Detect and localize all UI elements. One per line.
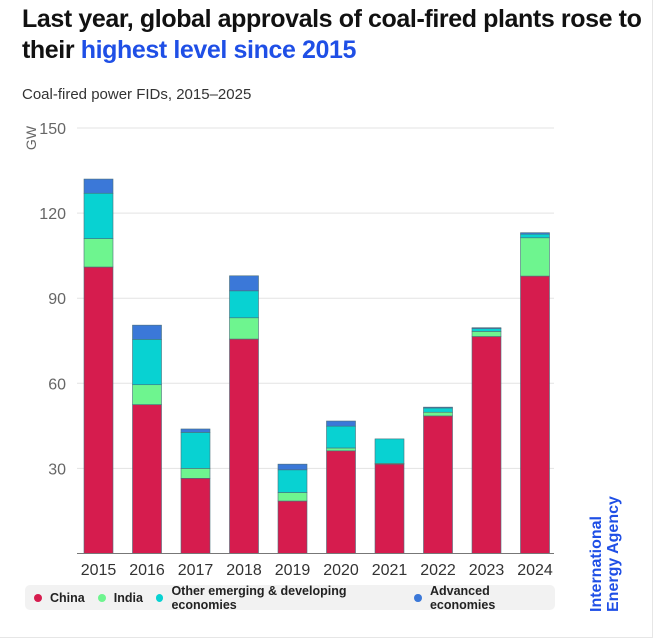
legend-label: Other emerging & developing economies	[171, 583, 347, 612]
x-tick-label: 2022	[420, 562, 456, 579]
bar-segment-other-emerging-developing-economies-2020	[326, 425, 356, 449]
bar-segment-other-emerging-developing-economies-2016	[132, 339, 162, 386]
legend-dot-icon	[97, 593, 106, 602]
bar-segment-other-emerging-developing-economies-2019	[277, 469, 308, 493]
y-tick-label: 150	[39, 121, 66, 138]
x-tick-labels: 2015 2016 2017 2018 2019 2020 2021 2022 2023 2024	[81, 562, 553, 579]
bar-segment-india-2024	[520, 237, 550, 277]
x-tick-label: 2019	[275, 562, 311, 579]
headline-highlight: highest level since 2015	[80, 36, 357, 64]
bar-segment-china-2022	[423, 415, 453, 554]
bar-segment-india-2022	[423, 411, 453, 417]
x-tick-label: 2017	[178, 562, 214, 579]
bar-segment-advanced-economies-2024	[520, 232, 550, 235]
y-tick-labels: 30 60 90 120 150	[39, 121, 66, 478]
bar-segment-india-2019	[277, 492, 308, 502]
bar-segment-advanced-economies-2017	[180, 428, 211, 433]
bar-segment-advanced-economies-2018	[229, 275, 259, 292]
legend-dot-icon	[414, 593, 422, 602]
bars	[83, 178, 550, 554]
y-tick-label: 90	[48, 291, 66, 308]
bar-segment-advanced-economies-2019	[277, 463, 308, 471]
x-tick-label: 2020	[323, 562, 359, 579]
x-tick-label: 2021	[372, 562, 408, 579]
chart-legend: China India Other emerging & developing ec…	[25, 583, 555, 612]
legend-label: India	[113, 590, 143, 605]
bar-segment-other-emerging-developing-economies-2018	[229, 290, 259, 319]
bar-segment-other-emerging-developing-economies-2021	[374, 438, 405, 464]
bar-segment-india-2017	[180, 468, 211, 479]
bar-segment-advanced-economies-2023	[471, 327, 502, 329]
legend-item: China	[34, 591, 85, 605]
bar-segment-india-2018	[229, 317, 259, 340]
bar-segment-advanced-economies-2016	[132, 324, 162, 340]
bar-segment-india-2016	[132, 384, 162, 405]
legend-dot-icon	[34, 593, 42, 602]
bar-segment-china-2021	[374, 463, 405, 554]
y-tick-label: 60	[48, 376, 66, 393]
bar-chart: 30 60 90 120 150 2015 2016 2017 2018 2019 2020 202…	[23, 121, 554, 579]
brand-line-1: International	[588, 515, 605, 612]
y-tick-label: 30	[48, 461, 66, 478]
bar-segment-other-emerging-developing-economies-2015	[83, 192, 114, 239]
x-tick-label: 2018	[226, 562, 262, 579]
bar-segment-advanced-economies-2022	[423, 406, 453, 409]
legend-item: Other emerging & developing economies	[155, 583, 402, 612]
bar-segment-china-2016	[132, 404, 162, 554]
headline-text: Last year, global approvals of coal-fire…	[22, 5, 642, 64]
bar-segment-other-emerging-developing-economies-2022	[423, 407, 453, 413]
x-tick-label: 2015	[81, 562, 117, 579]
bar-segment-china-2024	[520, 275, 550, 554]
iea-logo: International Energy Agency	[588, 496, 622, 612]
chart-subtitle: Coal-fired power FIDs, 2015–2025	[22, 86, 252, 103]
x-tick-label: 2023	[469, 562, 505, 579]
bar-segment-china-2020	[326, 450, 356, 554]
bar-segment-advanced-economies-2015	[83, 178, 114, 194]
y-tick-label: 120	[39, 206, 66, 223]
bar-segment-other-emerging-developing-economies-2017	[180, 432, 211, 469]
bar-segment-india-2023	[471, 331, 502, 337]
chart-headline: Last year, global approvals of coal-fire…	[22, 4, 642, 66]
bar-segment-india-2020	[326, 447, 356, 452]
bar-segment-china-2018	[229, 338, 259, 554]
bar-segment-other-emerging-developing-economies-2023	[471, 328, 502, 332]
legend-item: India	[97, 590, 143, 605]
x-tick-label: 2016	[129, 562, 165, 579]
x-tick-label: 2024	[517, 562, 553, 579]
y-axis-label: GW	[23, 125, 39, 150]
bar-segment-china-2017	[180, 478, 211, 554]
bar-segment-china-2023	[471, 336, 502, 554]
legend-label: Advanced economies	[429, 583, 496, 612]
legend-item: Advanced economies	[414, 584, 551, 612]
bar-segment-china-2015	[83, 266, 114, 554]
bar-segment-china-2019	[277, 500, 308, 554]
bar-segment-india-2015	[83, 238, 114, 268]
bar-segment-advanced-economies-2020	[326, 420, 356, 427]
legend-label: China	[50, 590, 85, 605]
legend-dot-icon	[155, 593, 164, 602]
bar-segment-other-emerging-developing-economies-2024	[520, 233, 550, 239]
brand-line-2: Energy Agency	[605, 496, 622, 612]
